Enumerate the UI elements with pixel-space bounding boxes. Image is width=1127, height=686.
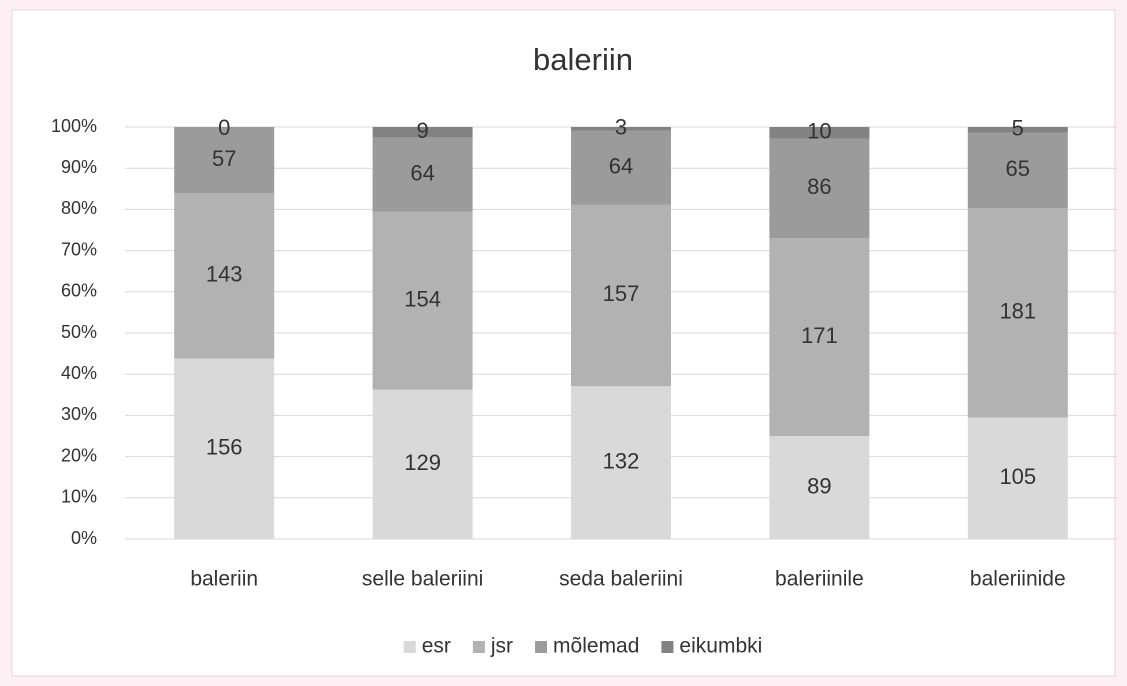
legend-swatch	[661, 641, 674, 653]
legend-label: jsr	[490, 635, 513, 658]
y-tick-label: 90%	[61, 157, 97, 177]
data-label: 9	[416, 118, 428, 143]
data-label: 10	[807, 119, 831, 144]
x-tick-label: baleriin	[190, 568, 258, 591]
data-label: 105	[999, 464, 1036, 489]
legend-swatch	[403, 641, 416, 653]
bar-segment	[174, 192, 275, 359]
data-label: 157	[603, 281, 640, 306]
data-label: 89	[807, 473, 831, 498]
bar-segment	[967, 127, 1068, 133]
data-label: 143	[206, 262, 243, 287]
y-tick-label: 40%	[61, 363, 97, 383]
data-label: 181	[999, 299, 1036, 324]
bar-segment	[769, 138, 870, 239]
data-label: 86	[807, 174, 831, 199]
y-tick-label: 30%	[61, 404, 97, 424]
bar-segment	[372, 389, 473, 539]
data-label: 64	[609, 153, 633, 178]
data-label: 132	[603, 448, 640, 473]
legend-label: esr	[422, 635, 451, 658]
bar-segment	[174, 127, 275, 193]
bar-segment	[174, 358, 275, 539]
bar-segment	[769, 238, 870, 436]
data-label: 5	[1012, 116, 1024, 141]
y-tick-label: 80%	[61, 198, 97, 218]
x-tick-label: baleriinide	[970, 568, 1066, 591]
legend-label: eikumbki	[679, 635, 762, 658]
y-tick-label: 10%	[61, 487, 97, 507]
bar-segment	[571, 130, 671, 205]
bar-segment	[571, 386, 671, 539]
data-label: 129	[404, 450, 441, 475]
chart-title: baleriin	[533, 42, 633, 77]
bar-segment	[372, 211, 473, 390]
data-label: 0	[218, 115, 230, 140]
data-label: 156	[206, 435, 243, 460]
bar-segment	[967, 417, 1068, 539]
bar-segment	[571, 204, 671, 387]
data-label: 57	[212, 146, 236, 171]
bar-segment	[769, 436, 870, 539]
bar-segment	[571, 127, 671, 131]
bar-segment	[967, 132, 1068, 209]
bar-segment	[372, 127, 473, 138]
x-tick-label: selle baleriini	[362, 568, 483, 591]
legend-label: mõlemad	[553, 635, 639, 658]
bar-segment	[967, 208, 1068, 418]
data-label: 171	[801, 323, 838, 348]
y-tick-label: 50%	[61, 322, 97, 342]
x-tick-label: seda baleriini	[559, 568, 683, 591]
bar-segment	[372, 137, 473, 212]
y-tick-label: 100%	[51, 116, 97, 136]
y-tick-label: 70%	[61, 239, 97, 259]
bar-segment	[769, 127, 870, 139]
data-label: 154	[404, 286, 441, 311]
y-tick-label: 20%	[61, 445, 97, 465]
legend-swatch	[535, 641, 548, 653]
x-tick-label: baleriinile	[775, 568, 864, 591]
data-label: 65	[1006, 156, 1030, 181]
data-label: 64	[410, 160, 434, 185]
legend-swatch	[472, 641, 485, 653]
data-label: 3	[615, 115, 627, 140]
y-tick-label: 60%	[61, 281, 97, 301]
y-tick-label: 0%	[71, 528, 97, 548]
